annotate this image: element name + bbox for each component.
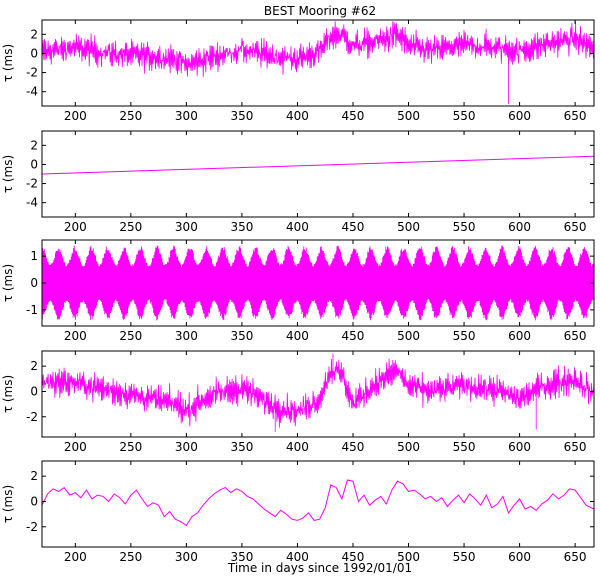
series-line-4 bbox=[42, 353, 594, 432]
x-tick-label: 550 bbox=[453, 109, 476, 123]
y-axis-label: τ (ms) bbox=[1, 375, 15, 413]
x-tick-label: 350 bbox=[230, 329, 253, 343]
x-tick-label: 300 bbox=[175, 329, 198, 343]
series-line-2 bbox=[42, 155, 594, 175]
x-tick-label: 350 bbox=[230, 220, 253, 234]
x-tick-label: 450 bbox=[342, 550, 365, 564]
x-tick-label: 400 bbox=[286, 329, 309, 343]
x-tick-label: 400 bbox=[286, 440, 309, 454]
x-tick-label: 400 bbox=[286, 109, 309, 123]
x-tick-label: 300 bbox=[175, 550, 198, 564]
axes-frame bbox=[41, 460, 595, 548]
y-tick-label: -2 bbox=[26, 410, 38, 424]
x-tick-label: 550 bbox=[453, 440, 476, 454]
y-axis-label: τ (ms) bbox=[1, 44, 15, 82]
y-tick-label: -4 bbox=[26, 85, 38, 99]
x-tick-label: 500 bbox=[397, 440, 420, 454]
x-tick-label: 450 bbox=[342, 440, 365, 454]
x-tick-label: 650 bbox=[564, 440, 587, 454]
x-tick-label: 500 bbox=[397, 109, 420, 123]
y-tick-label: 2 bbox=[30, 27, 38, 41]
y-tick-label: -2 bbox=[26, 520, 38, 534]
y-tick-label: 2 bbox=[30, 138, 38, 152]
x-tick-label: 400 bbox=[286, 220, 309, 234]
x-tick-label: 400 bbox=[286, 550, 309, 564]
y-axis-label: τ (ms) bbox=[1, 264, 15, 302]
x-tick-label: 550 bbox=[453, 220, 476, 234]
x-tick-label: 600 bbox=[508, 550, 531, 564]
x-tick-label: 300 bbox=[175, 109, 198, 123]
series-line-3 bbox=[42, 245, 594, 321]
x-tick-label: 650 bbox=[564, 220, 587, 234]
x-tick-label: 650 bbox=[564, 109, 587, 123]
y-axis-label: τ (ms) bbox=[1, 155, 15, 193]
series-line-5 bbox=[42, 479, 594, 527]
axes-frame bbox=[41, 350, 595, 438]
x-tick-label: 350 bbox=[230, 440, 253, 454]
series-line-1 bbox=[42, 21, 594, 105]
y-tick-label: 0 bbox=[30, 157, 38, 171]
x-tick-label: 550 bbox=[453, 329, 476, 343]
x-tick-label: 550 bbox=[453, 550, 476, 564]
x-tick-label: 200 bbox=[64, 220, 87, 234]
x-tick-label: 600 bbox=[508, 220, 531, 234]
x-tick-label: 500 bbox=[397, 220, 420, 234]
x-tick-label: 450 bbox=[342, 329, 365, 343]
x-tick-label: 600 bbox=[508, 329, 531, 343]
x-tick-label: 300 bbox=[175, 220, 198, 234]
y-tick-label: 0 bbox=[30, 494, 38, 508]
x-tick-label: 500 bbox=[397, 550, 420, 564]
panel-1: 200 250 300 350 400 450 500 550 600 650 -4 -2 0 2 τ (m… bbox=[1, 19, 595, 123]
x-tick-label: 250 bbox=[119, 550, 142, 564]
y-tick-label: 0 bbox=[30, 276, 38, 290]
figure-title: BEST Mooring #62 bbox=[264, 4, 376, 18]
x-tick-label: 200 bbox=[64, 440, 87, 454]
panel-2: 200 250 300 350 400 450 500 550 600 650 -4 -2 0 2 τ (m… bbox=[1, 130, 595, 234]
x-tick-label: 500 bbox=[397, 329, 420, 343]
x-tick-label: 200 bbox=[64, 109, 87, 123]
y-tick-label: 2 bbox=[30, 359, 38, 373]
y-tick-label: 0 bbox=[30, 384, 38, 398]
x-tick-label: 250 bbox=[119, 220, 142, 234]
axes-frame bbox=[41, 19, 595, 107]
panel-5: 200 250 300 350 400 450 500 550 600 650 -2 0 2 τ (ms) bbox=[1, 460, 595, 564]
y-tick-label: -2 bbox=[26, 66, 38, 80]
panel-4: 200 250 300 350 400 450 500 550 600 650 -2 0 2 τ (ms) bbox=[1, 350, 595, 454]
x-tick-label: 250 bbox=[119, 440, 142, 454]
y-axis-label: τ (ms) bbox=[1, 485, 15, 523]
x-tick-label: 200 bbox=[64, 550, 87, 564]
x-tick-label: 650 bbox=[564, 329, 587, 343]
y-tick-label: 2 bbox=[30, 469, 38, 483]
x-tick-label: 300 bbox=[175, 440, 198, 454]
x-tick-label: 600 bbox=[508, 440, 531, 454]
y-tick-label: -4 bbox=[26, 196, 38, 210]
x-axis-label: Time in days since 1992/01/01 bbox=[227, 561, 412, 575]
y-tick-label: -2 bbox=[26, 177, 38, 191]
x-tick-label: 600 bbox=[508, 109, 531, 123]
x-tick-label: 350 bbox=[230, 550, 253, 564]
x-tick-label: 200 bbox=[64, 329, 87, 343]
y-tick-label: 1 bbox=[30, 249, 38, 263]
x-tick-label: 650 bbox=[564, 550, 587, 564]
y-tick-label: -1 bbox=[26, 303, 38, 317]
axes-frame bbox=[41, 130, 595, 218]
x-tick-label: 250 bbox=[119, 329, 142, 343]
x-tick-label: 450 bbox=[342, 109, 365, 123]
x-tick-label: 250 bbox=[119, 109, 142, 123]
y-tick-label: 0 bbox=[30, 46, 38, 60]
x-tick-label: 450 bbox=[342, 220, 365, 234]
x-tick-label: 350 bbox=[230, 109, 253, 123]
panel-3: 200 250 300 350 400 450 500 550 600 650 -1 0 1 τ (ms) bbox=[1, 239, 595, 343]
